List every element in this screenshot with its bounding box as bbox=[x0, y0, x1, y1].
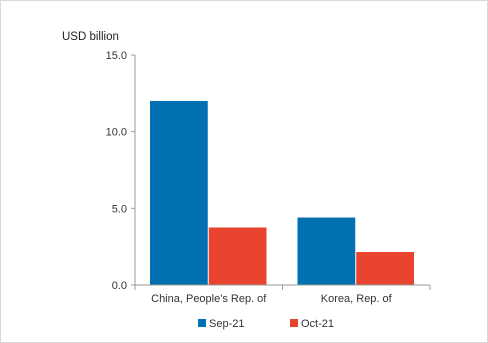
legend-swatch-oct-21 bbox=[290, 319, 298, 327]
x-category-label: Korea, Rep. of bbox=[321, 293, 393, 305]
axes bbox=[134, 55, 431, 290]
y-tick-label: 0.0 bbox=[112, 280, 127, 292]
bars bbox=[150, 101, 414, 285]
legend: Sep-21 Oct-21 bbox=[198, 318, 334, 330]
legend-swatch-sep-21 bbox=[198, 319, 206, 327]
legend-label-oct-21: Oct-21 bbox=[301, 318, 334, 330]
bar-oct-21-0 bbox=[208, 227, 267, 285]
bar-oct-21-1 bbox=[356, 252, 414, 285]
bar-sep-21-1 bbox=[297, 217, 356, 285]
legend-label-sep-21: Sep-21 bbox=[209, 318, 244, 330]
y-tick-label: 5.0 bbox=[112, 203, 127, 215]
y-tick-label: 10.0 bbox=[106, 127, 127, 139]
x-category-label: China, People's Rep. of bbox=[151, 293, 267, 305]
bar-sep-21-0 bbox=[150, 101, 208, 285]
y-axis-unit-label: USD billion bbox=[62, 31, 119, 43]
y-axis-ticks: 0.0 5.0 10.0 15.0 bbox=[106, 50, 135, 292]
y-tick-label: 15.0 bbox=[106, 50, 127, 62]
x-axis-categories: China, People's Rep. of Korea, Rep. of bbox=[151, 293, 393, 305]
